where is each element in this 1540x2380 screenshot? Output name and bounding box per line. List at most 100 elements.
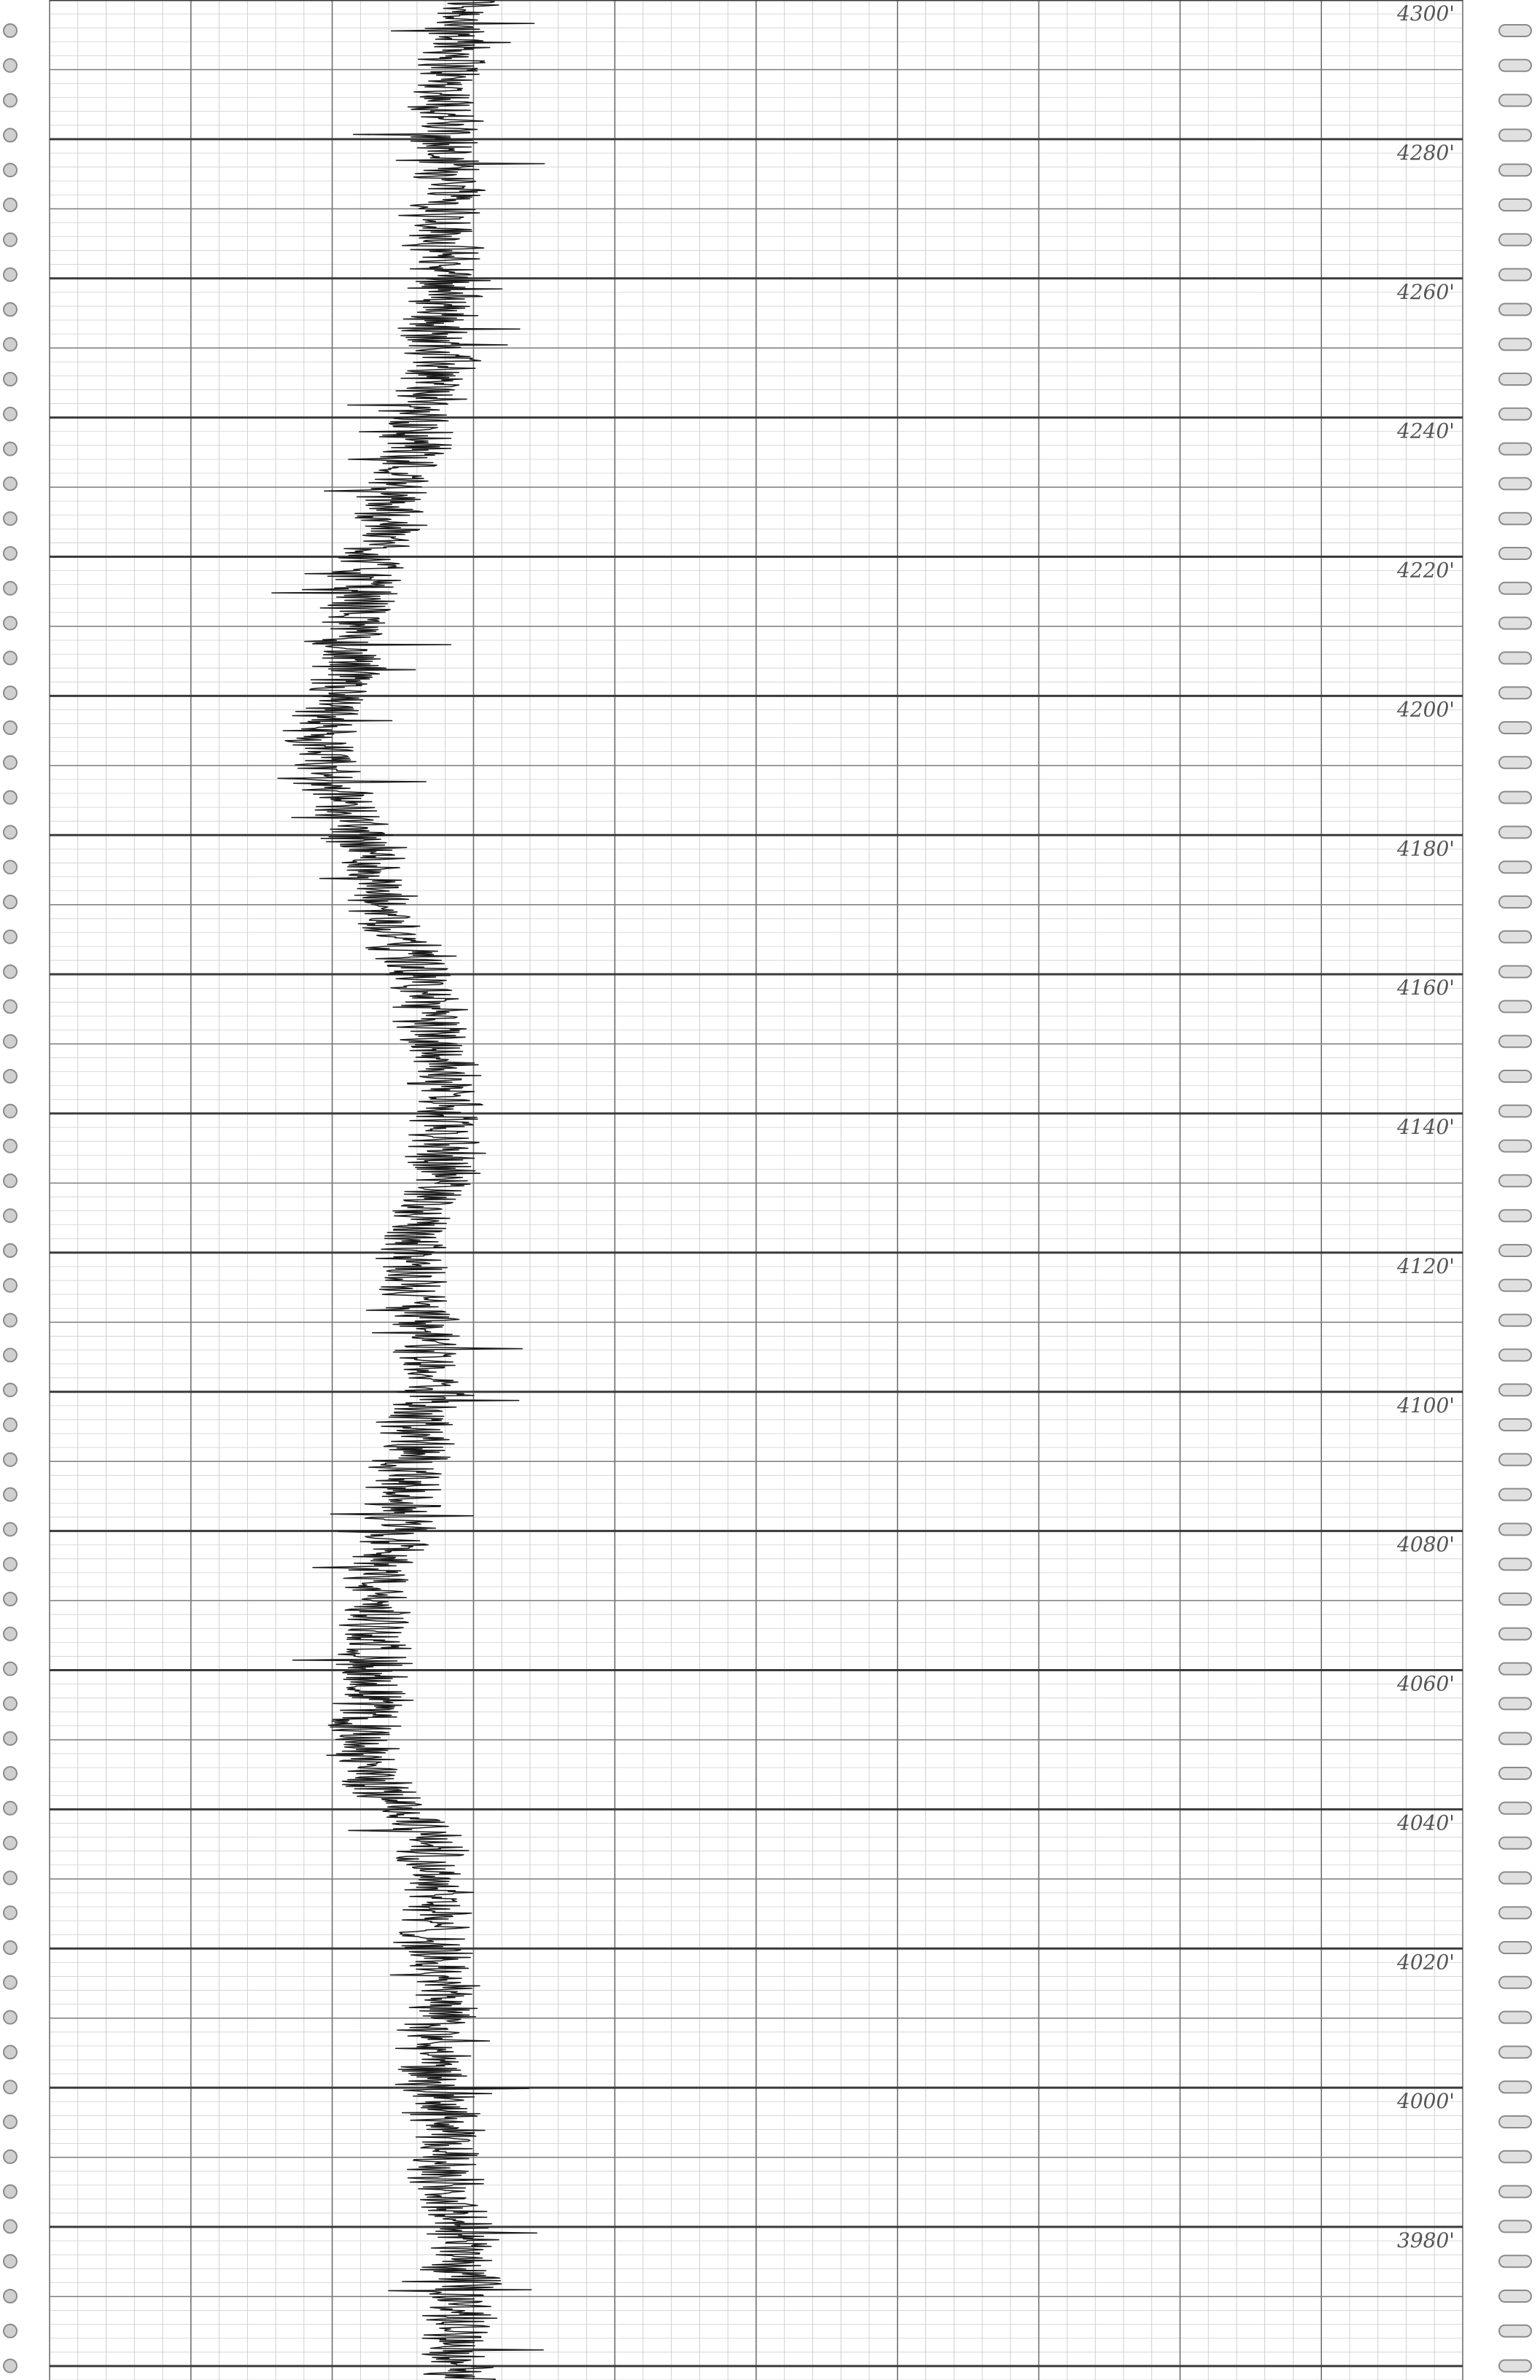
feed-slot <box>1498 2220 1532 2233</box>
log-curve-series <box>271 0 545 2380</box>
feed-hole <box>3 1103 18 1119</box>
feed-slot <box>1498 965 1532 979</box>
feed-slot <box>1498 1697 1532 1711</box>
feed-slot <box>1498 686 1532 700</box>
depth-label: 4060' <box>1396 1672 1455 1696</box>
feed-slot <box>1498 1662 1532 1676</box>
feed-hole <box>3 1626 18 1641</box>
feed-hole <box>3 1870 18 1886</box>
feed-slot <box>1498 1522 1532 1536</box>
feed-slot <box>1498 2359 1532 2373</box>
feed-hole <box>3 964 18 979</box>
depth-label: 4280' <box>1396 141 1455 165</box>
feed-slot <box>1498 581 1532 595</box>
feed-slot <box>1498 163 1532 177</box>
feed-hole <box>3 720 18 735</box>
feed-hole <box>3 546 18 561</box>
feed-slot <box>1498 1558 1532 1571</box>
feed-hole <box>3 2045 18 2060</box>
feed-hole <box>3 1731 18 1746</box>
feed-slot <box>1498 930 1532 944</box>
feed-hole <box>3 2323 18 2338</box>
feed-hole <box>3 1487 18 1502</box>
feed-slot <box>1498 895 1532 909</box>
feed-slot <box>1498 2010 1532 2024</box>
feed-slot <box>1498 721 1532 734</box>
feed-hole <box>3 1208 18 1224</box>
feed-hole <box>3 2115 18 2129</box>
feed-hole <box>3 895 18 909</box>
depth-label: 4180' <box>1396 836 1455 860</box>
feed-slot <box>1498 1871 1532 1885</box>
feed-hole <box>3 825 18 840</box>
feed-hole <box>3 2358 18 2373</box>
feed-slot <box>1498 1348 1532 1362</box>
depth-label: 4260' <box>1396 280 1455 304</box>
depth-label: 4000' <box>1396 2089 1455 2113</box>
feed-slot <box>1498 477 1532 491</box>
feed-hole <box>3 790 18 805</box>
depth-label: 4200' <box>1396 697 1455 721</box>
feed-slot <box>1498 1836 1532 1850</box>
feed-hole <box>3 2254 18 2269</box>
feed-slot <box>1498 1278 1532 1292</box>
feed-slot <box>1498 1070 1532 1083</box>
feed-slot <box>1498 1174 1532 1188</box>
feed-slot <box>1498 860 1532 874</box>
feed-hole <box>3 860 18 875</box>
feed-hole <box>3 198 18 212</box>
feed-slot <box>1498 1244 1532 1257</box>
feed-slot <box>1498 651 1532 665</box>
feed-hole <box>3 1034 18 1049</box>
feed-hole <box>3 163 18 178</box>
feed-slot <box>1498 24 1532 37</box>
right-feed-holes <box>1498 24 1532 2373</box>
feed-slot <box>1498 1104 1532 1118</box>
feed-hole <box>3 1592 18 1606</box>
feed-hole <box>3 1940 18 1955</box>
feed-hole <box>3 232 18 247</box>
feed-hole <box>3 2149 18 2164</box>
feed-slot <box>1498 1383 1532 1397</box>
feed-hole <box>3 1418 18 1432</box>
feed-slot <box>1498 2045 1532 2059</box>
feed-slot <box>1498 442 1532 456</box>
feed-hole <box>3 2289 18 2303</box>
feed-hole <box>3 1522 18 1537</box>
feed-hole <box>3 302 18 317</box>
feed-hole <box>3 2010 18 2025</box>
feed-hole <box>3 2184 18 2199</box>
feed-slot <box>1498 2324 1532 2338</box>
feed-hole <box>3 1835 18 1851</box>
feed-hole <box>3 1138 18 1154</box>
feed-hole <box>3 406 18 421</box>
feed-slot <box>1498 512 1532 526</box>
feed-slot <box>1498 373 1532 386</box>
feed-slot <box>1498 1452 1532 1466</box>
depth-label: 4020' <box>1396 1950 1455 1974</box>
depth-labels: 4300' 4280' 4260' 4240' 4220' 4200' 4180' 4160'… <box>1396 1 1455 2252</box>
feed-hole <box>3 267 18 282</box>
feed-hole <box>3 23 18 38</box>
feed-slot <box>1498 1313 1532 1327</box>
feed-slot <box>1498 128 1532 142</box>
feed-slot <box>1498 1592 1532 1606</box>
feed-hole <box>3 1452 18 1467</box>
depth-label: 4220' <box>1396 559 1455 583</box>
feed-slot <box>1498 1906 1532 1920</box>
feed-hole <box>3 999 18 1014</box>
feed-slot <box>1498 2080 1532 2094</box>
depth-label: 4140' <box>1396 1115 1455 1139</box>
depth-label: 4240' <box>1396 419 1455 443</box>
feed-slot <box>1498 268 1532 281</box>
feed-hole <box>3 1069 18 1084</box>
feed-slot <box>1498 93 1532 107</box>
feed-hole <box>3 1766 18 1781</box>
feed-slot <box>1498 547 1532 560</box>
feed-slot <box>1498 1767 1532 1780</box>
feed-slot <box>1498 303 1532 316</box>
feed-hole <box>3 1348 18 1363</box>
feed-slot <box>1498 1139 1532 1153</box>
